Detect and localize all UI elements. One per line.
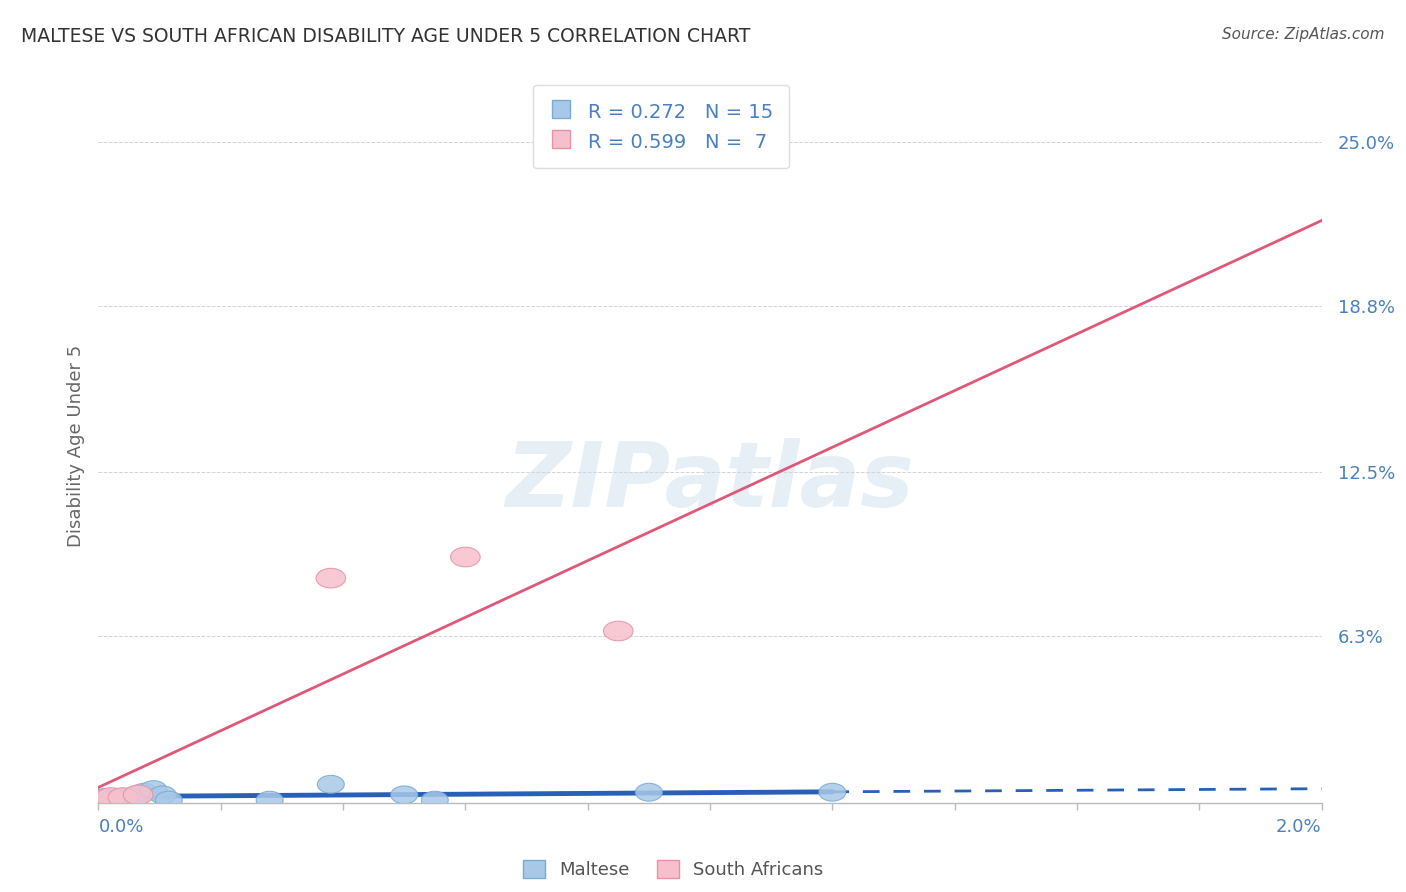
- Ellipse shape: [636, 783, 662, 801]
- Ellipse shape: [391, 786, 418, 804]
- Ellipse shape: [96, 788, 125, 807]
- Ellipse shape: [141, 780, 167, 798]
- Ellipse shape: [318, 775, 344, 793]
- Ellipse shape: [256, 791, 283, 809]
- Ellipse shape: [422, 791, 449, 809]
- Ellipse shape: [155, 791, 183, 809]
- Ellipse shape: [603, 621, 633, 640]
- Ellipse shape: [108, 788, 138, 807]
- Ellipse shape: [87, 790, 117, 810]
- Ellipse shape: [91, 789, 118, 806]
- Ellipse shape: [115, 791, 142, 809]
- Text: 0.0%: 0.0%: [98, 819, 143, 837]
- Ellipse shape: [450, 547, 481, 566]
- Ellipse shape: [149, 786, 176, 804]
- Text: 2.0%: 2.0%: [1277, 819, 1322, 837]
- Ellipse shape: [100, 791, 127, 809]
- Ellipse shape: [818, 783, 846, 801]
- Text: Source: ZipAtlas.com: Source: ZipAtlas.com: [1222, 27, 1385, 42]
- Ellipse shape: [124, 785, 153, 805]
- Ellipse shape: [110, 789, 136, 806]
- Y-axis label: Disability Age Under 5: Disability Age Under 5: [66, 345, 84, 547]
- Ellipse shape: [316, 568, 346, 588]
- Ellipse shape: [131, 783, 157, 801]
- Ellipse shape: [125, 786, 152, 804]
- Text: MALTESE VS SOUTH AFRICAN DISABILITY AGE UNDER 5 CORRELATION CHART: MALTESE VS SOUTH AFRICAN DISABILITY AGE …: [21, 27, 751, 45]
- Text: ZIPatlas: ZIPatlas: [506, 438, 914, 525]
- Legend: Maltese, South Africans: Maltese, South Africans: [516, 853, 831, 887]
